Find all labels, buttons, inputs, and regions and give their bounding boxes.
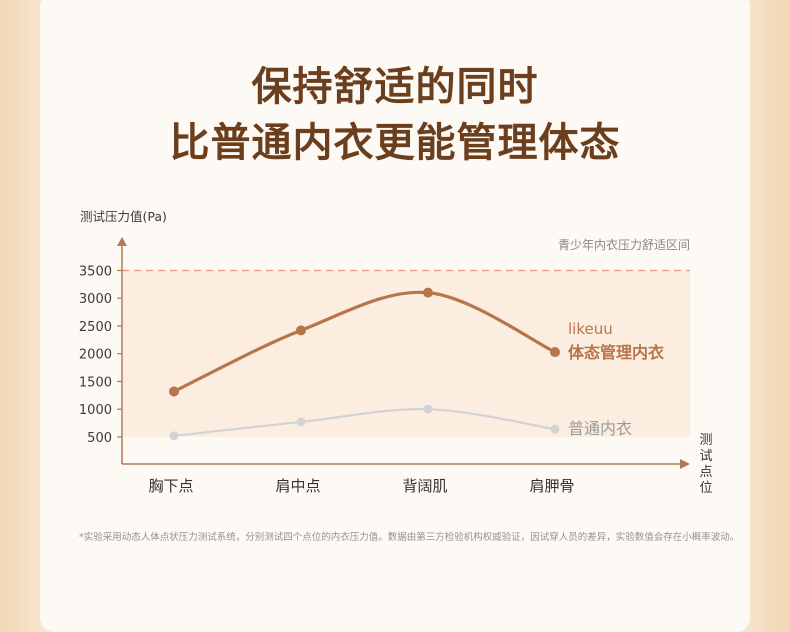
x-tick-label: 肩胛骨 bbox=[529, 477, 574, 495]
data-point-normal bbox=[296, 417, 306, 427]
data-point-likeuu bbox=[296, 325, 306, 336]
series-label-likeuu-line2: 体态管理内衣 bbox=[568, 343, 664, 362]
data-point-normal bbox=[550, 424, 560, 434]
x-axis-title-char: 试 bbox=[699, 449, 712, 464]
series-label-normal: 普通内衣 bbox=[568, 419, 632, 438]
series-label-likeuu-line1: likeuu bbox=[568, 320, 613, 338]
x-axis-title-char: 测 bbox=[699, 433, 712, 448]
headline-line-2: 比普通内衣更能管理体态 bbox=[169, 120, 621, 166]
x-tick-label: 胸下点 bbox=[148, 477, 193, 495]
x-axis-title-char: 点 bbox=[699, 465, 712, 480]
y-axis-title: 测试压力值(Pa) bbox=[80, 209, 167, 224]
y-tick-label: 1500 bbox=[79, 375, 112, 390]
data-point-likeuu bbox=[550, 347, 560, 358]
y-tick-label: 3000 bbox=[79, 292, 112, 307]
x-axis-arrow bbox=[680, 459, 690, 469]
data-point-likeuu bbox=[169, 386, 179, 397]
series-line-likeuu bbox=[172, 290, 557, 394]
y-tick-label: 3500 bbox=[79, 264, 112, 279]
data-point-normal bbox=[169, 431, 179, 441]
footnote: *实验采用动态人体点状压力测试系统，分别测试四个点位的内衣压力值。数据由第三方检… bbox=[79, 532, 740, 543]
y-axis-arrow bbox=[117, 237, 127, 246]
comfort-zone-label: 青少年内衣压力舒适区间 bbox=[558, 237, 690, 252]
y-tick-label: 500 bbox=[87, 431, 112, 446]
series-line-normal bbox=[172, 408, 557, 437]
x-axis-title-char: 位 bbox=[699, 481, 712, 496]
y-tick-label: 2000 bbox=[79, 348, 112, 363]
x-tick-label: 肩中点 bbox=[275, 477, 320, 495]
y-tick-label: 2500 bbox=[79, 320, 112, 335]
headline-line-1: 保持舒适的同时 bbox=[251, 64, 539, 110]
data-point-normal bbox=[423, 404, 433, 414]
data-point-likeuu bbox=[423, 287, 433, 298]
y-tick-label: 1000 bbox=[79, 403, 112, 418]
x-tick-label: 背阔肌 bbox=[402, 477, 447, 495]
